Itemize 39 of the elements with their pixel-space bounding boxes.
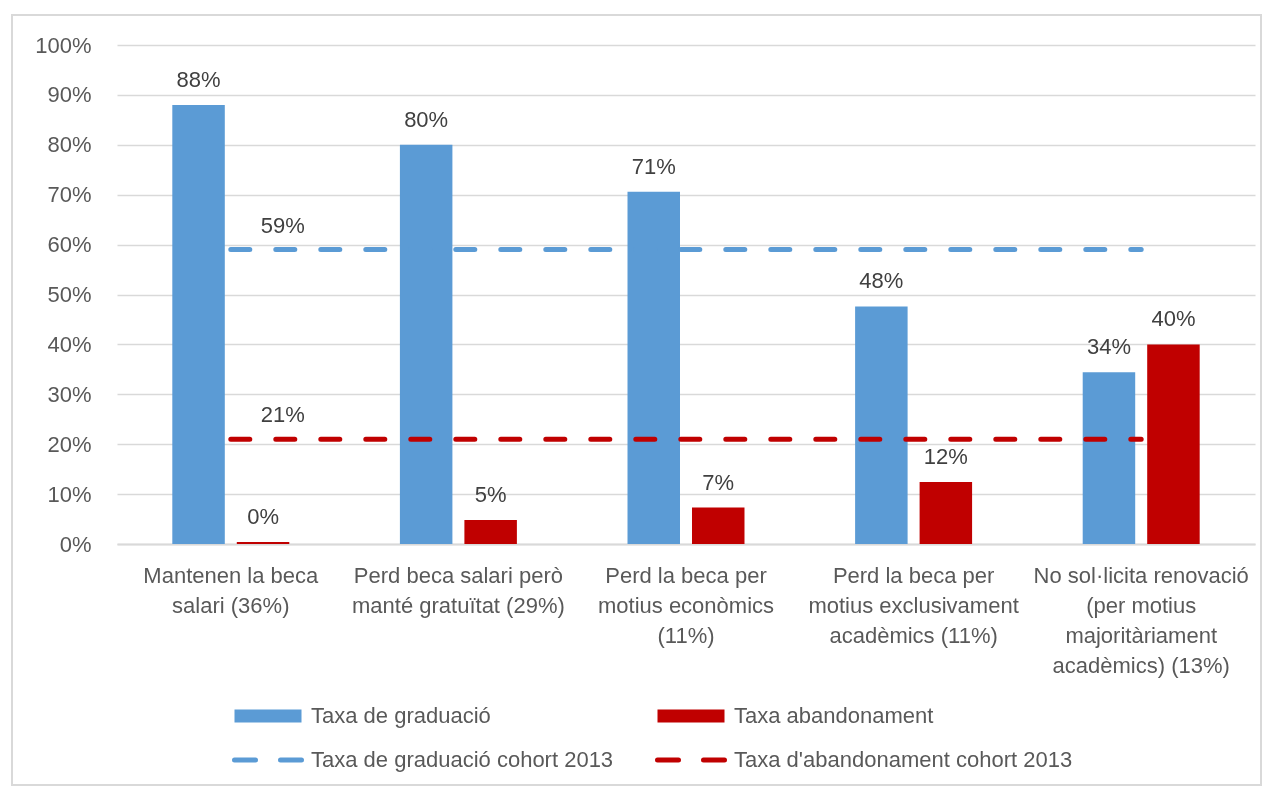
data-label: 34%	[1086, 334, 1131, 360]
bar	[1147, 344, 1200, 544]
data-label: 80%	[404, 106, 449, 132]
bar	[692, 507, 745, 544]
data-label: 48%	[859, 268, 904, 294]
bar	[172, 104, 225, 544]
data-label: 7%	[702, 469, 735, 495]
y-tick-label: 40%	[47, 331, 92, 357]
y-tick-label: 80%	[47, 132, 92, 158]
data-label: 71%	[631, 153, 676, 179]
legend-label: Taxa de graduació	[311, 703, 491, 728]
x-tick-label: No sol·licita renovació (per motius majoritàriament acadèmics) (13%)	[1033, 562, 1249, 678]
legend-label: Taxa d'abandonament cohort 2013	[734, 747, 1073, 772]
y-tick-label: 90%	[47, 82, 92, 108]
x-tick-label: Perd la beca per motius econòmics (11%)	[597, 562, 775, 648]
bar	[1082, 372, 1136, 544]
data-label: 88%	[176, 66, 221, 92]
y-tick-label: 70%	[47, 182, 92, 208]
x-tick-label: Perd beca salari però manté gratuïtat (29%)	[352, 562, 565, 618]
y-tick-label: 0%	[59, 531, 92, 557]
y-tick-label: 20%	[47, 431, 92, 457]
data-label: 12%	[923, 444, 968, 470]
data-label: 21%	[260, 402, 305, 428]
data-label: 5%	[474, 482, 507, 508]
bar	[464, 520, 517, 544]
legend-label: Taxa abandonament	[734, 703, 934, 728]
data-label: 0%	[247, 504, 279, 529]
bar	[855, 306, 908, 544]
data-label: 59%	[260, 212, 305, 238]
data-label: 40%	[1151, 306, 1196, 332]
x-tick-label: Perd la beca per motius exclusivament acadèmics (11%)	[808, 562, 1019, 648]
legend-label: Taxa de graduació cohort 2013	[311, 747, 614, 772]
x-tick-label: Mantenen la beca salari (36%)	[143, 562, 320, 618]
y-tick-label: 100%	[35, 32, 92, 58]
y-tick-label: 10%	[47, 481, 92, 507]
bar	[919, 482, 973, 544]
y-tick-label: 60%	[47, 232, 92, 258]
y-tick-label: 50%	[47, 282, 92, 307]
y-tick-label: 30%	[47, 381, 92, 407]
